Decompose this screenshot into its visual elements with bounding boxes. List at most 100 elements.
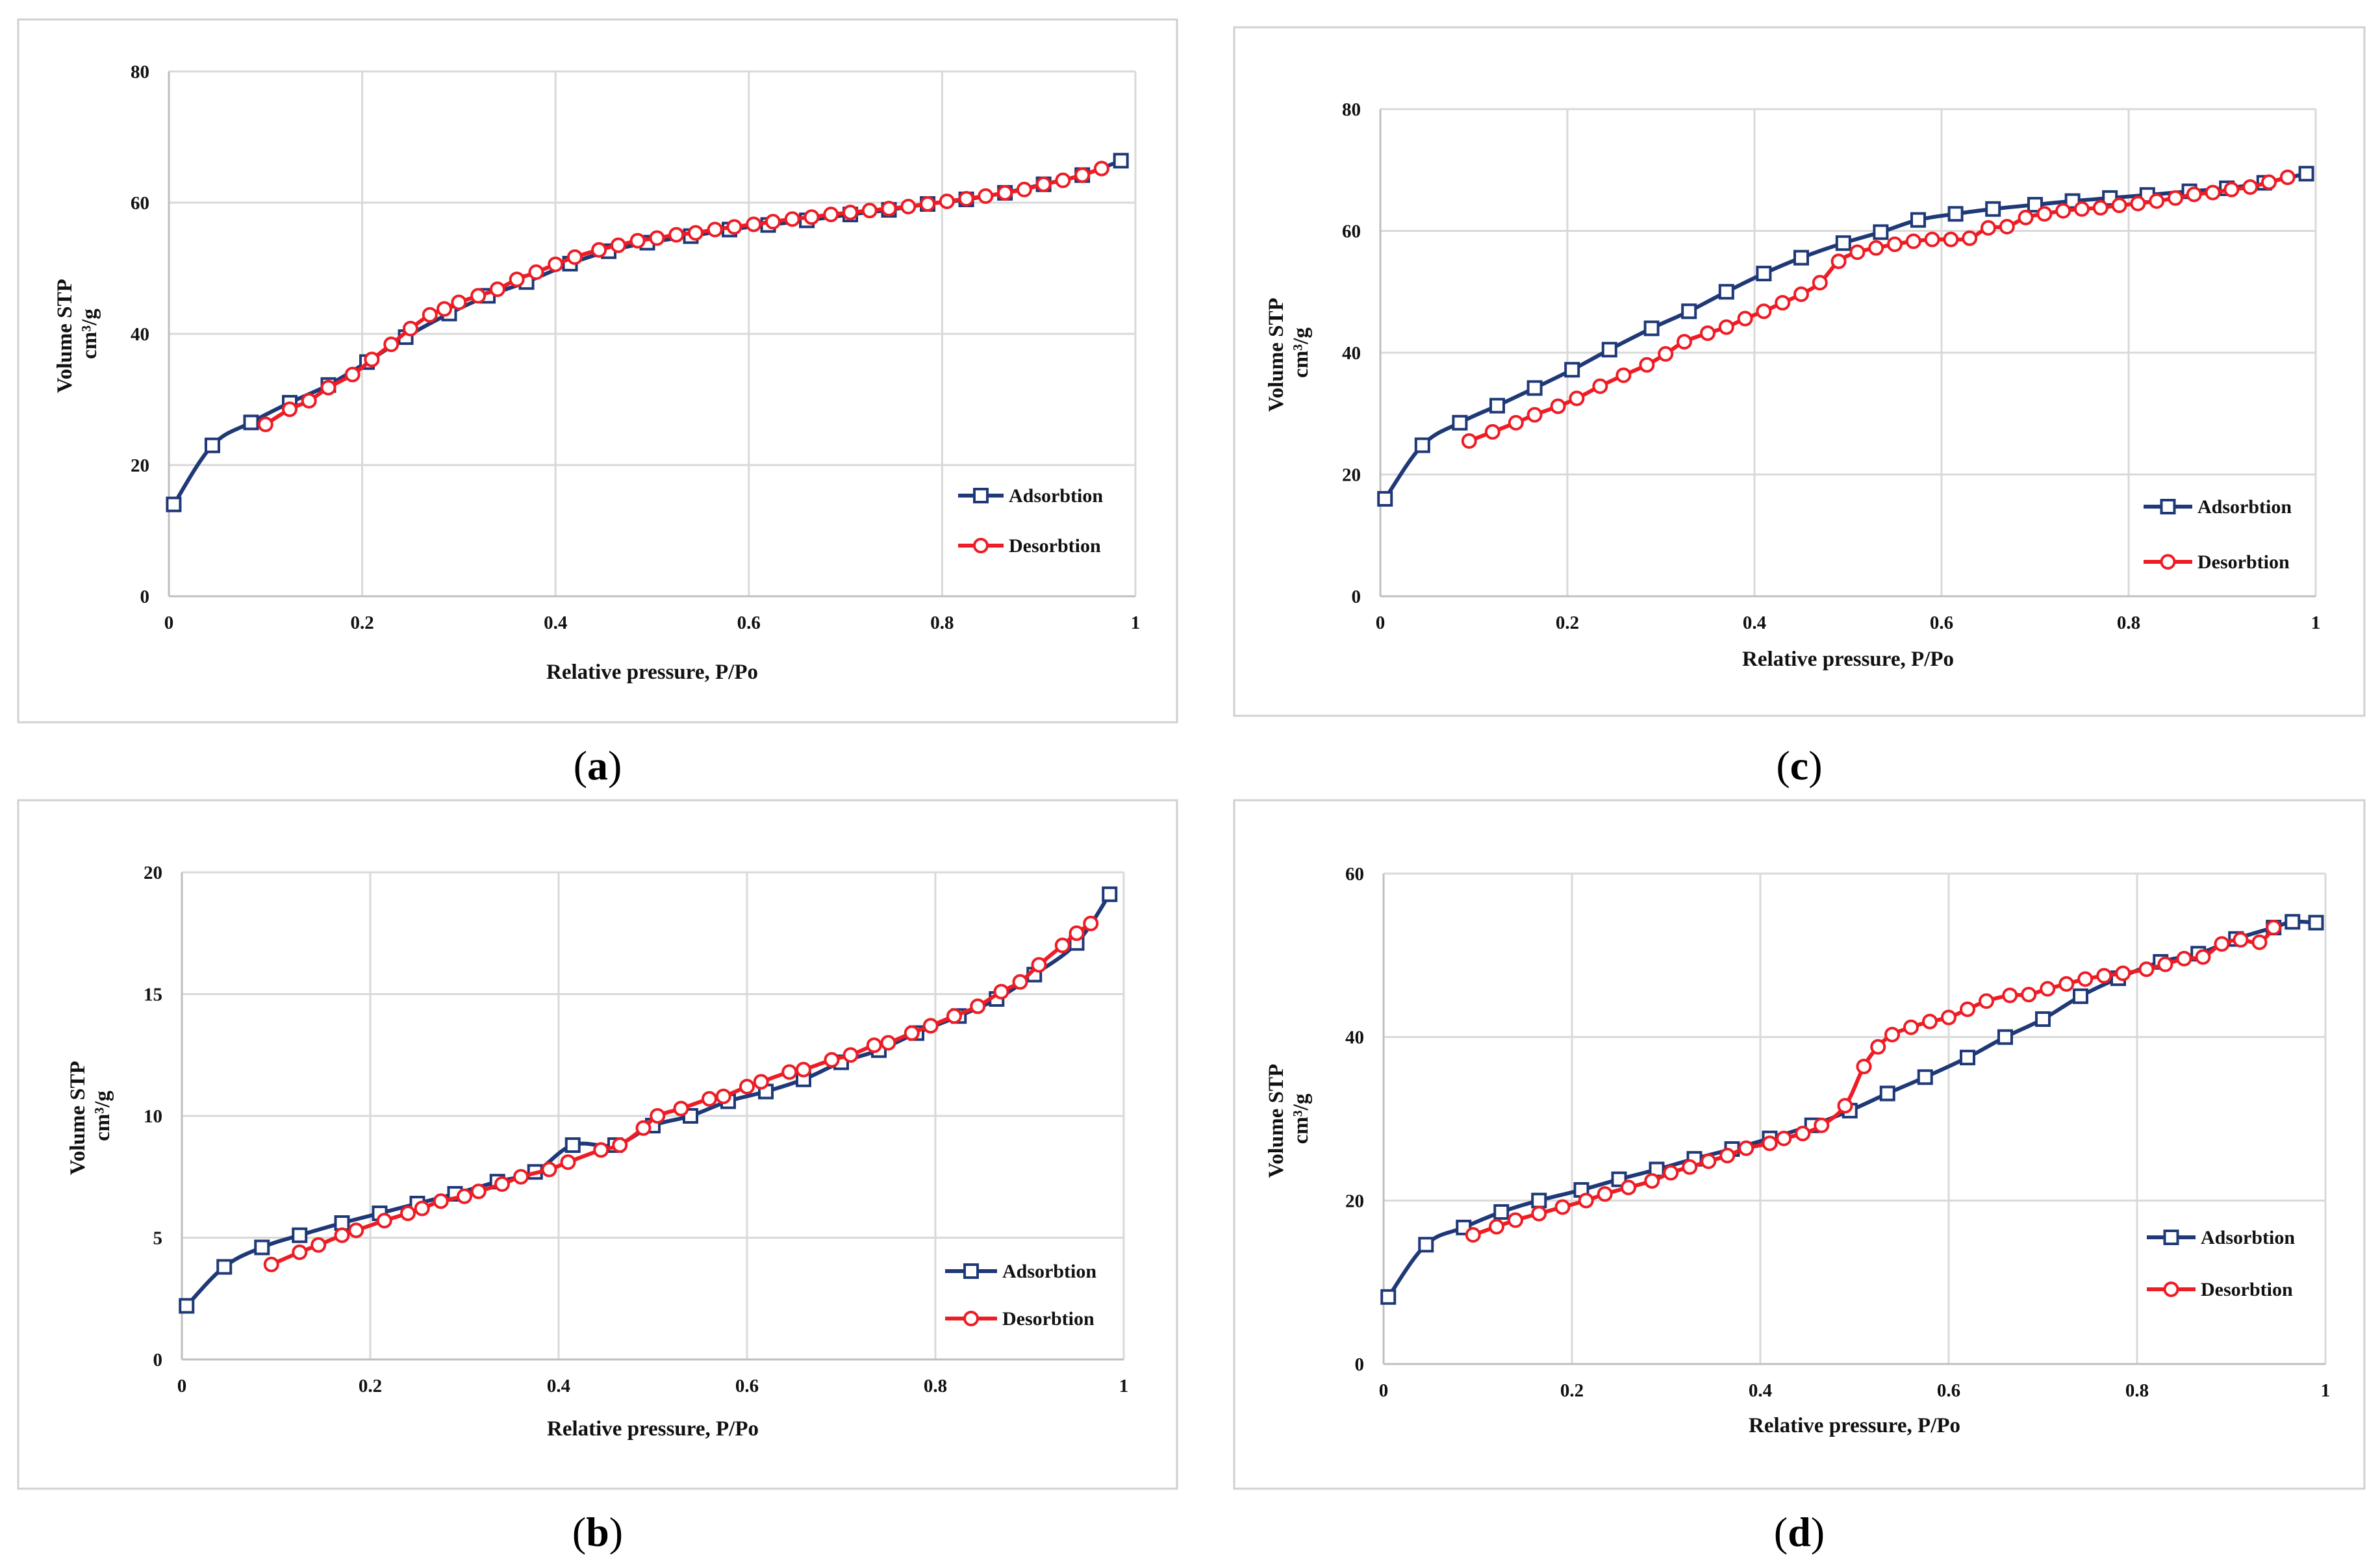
desorption-point — [1762, 1135, 1778, 1152]
desorption-point — [282, 401, 298, 418]
y-axis-label-line2: cm³/g — [78, 309, 101, 359]
desorption-point — [1035, 176, 1052, 192]
desorption-point — [1554, 1199, 1571, 1215]
legend-label: Adsorbtion — [1009, 485, 1103, 507]
desorption-point — [1083, 915, 1099, 931]
panel-label-open: ( — [1774, 1509, 1788, 1555]
desorption-point — [560, 1154, 576, 1170]
desorption-point — [1719, 1148, 1736, 1164]
desorption-point — [687, 225, 703, 241]
legend: Adsorbtion Desorbtion — [2147, 1227, 2295, 1300]
desorption-point — [1775, 295, 1791, 311]
desorption-point — [1016, 181, 1032, 197]
desorption-point — [451, 294, 467, 310]
x-axis-label: Relative pressure, P/Po — [547, 1417, 759, 1441]
desorption-point — [1837, 1098, 1853, 1114]
desorption-point — [1508, 414, 1524, 431]
y-tick-label: 60 — [1342, 221, 1361, 242]
y-tick-label: 60 — [131, 193, 149, 214]
legend-entry-adsorbtion: Adsorbtion — [2147, 1227, 2295, 1248]
x-tick-label: 0.2 — [1560, 1380, 1584, 1401]
legend-circle-marker — [963, 1311, 979, 1326]
x-tick-label: 0.4 — [544, 613, 567, 633]
desorption-point — [2266, 920, 2282, 936]
desorption-point — [702, 1091, 717, 1107]
desorption-point — [2251, 934, 2268, 950]
x-tick-label: 0.8 — [2125, 1380, 2149, 1401]
desorption-point — [784, 211, 800, 227]
desorption-point — [629, 233, 646, 249]
x-tick-label: 0 — [177, 1376, 187, 1396]
desorption-point — [939, 193, 955, 209]
x-tick-label: 1 — [1131, 613, 1141, 633]
desorption-point — [376, 1213, 392, 1229]
legend: Adsorbtion Desorbtion — [2144, 496, 2292, 573]
adsorption-point — [2298, 166, 2314, 182]
desorption-point — [1569, 390, 1585, 407]
x-axis-label: Relative pressure, P/Po — [1742, 648, 1954, 671]
legend-entry-adsorbtion: Adsorbtion — [945, 1261, 1096, 1282]
y-tick-label: 60 — [1345, 864, 1364, 885]
plot-area: 0 0.2 0.4 0.6 0.8 1 0 20 40 60 80 — [131, 62, 1140, 633]
panel-label-c: (c) — [1776, 742, 1822, 789]
plot-area: 0 0.2 0.4 0.6 0.8 1 0 20 40 60 — [1345, 864, 2330, 1401]
desorption-point — [489, 281, 505, 297]
desorption-point — [1597, 1186, 1613, 1202]
desorption-point — [2036, 206, 2053, 222]
desorption-point — [541, 1161, 557, 1178]
x-tick-label: 0.2 — [1556, 613, 1579, 633]
legend-label: Desorbtion — [2201, 1279, 2293, 1300]
chart-frame — [17, 18, 1178, 724]
desorption-point — [861, 203, 878, 219]
desorption-point — [1658, 346, 1674, 362]
legend-label: Adsorbtion — [2201, 1227, 2295, 1248]
desorption-point — [1526, 407, 1543, 423]
panel-label-close: ) — [609, 1509, 623, 1555]
desorption-point — [2058, 976, 2075, 992]
desorption-point — [993, 983, 1009, 1000]
desorption-point — [707, 221, 723, 238]
desorption-point — [2279, 170, 2296, 185]
desorption-point — [904, 1025, 920, 1041]
desorption-point — [310, 1237, 327, 1253]
x-tick-label: 0.6 — [735, 1376, 759, 1396]
desorption-point — [1738, 1140, 1754, 1156]
desorption-point — [1012, 974, 1028, 990]
desorption-point — [494, 1176, 510, 1192]
desorption-point — [1962, 230, 1978, 246]
adsorption-point — [2308, 915, 2324, 931]
desorption-point — [2233, 931, 2249, 948]
desorption-point — [715, 1089, 731, 1104]
adsorption-point — [1493, 1204, 1510, 1220]
desorption-point — [1905, 233, 1921, 249]
adsorption-point — [1835, 235, 1851, 251]
y-axis-label: Volume STP cm³/g — [53, 275, 101, 393]
y-tick-label: 40 — [131, 324, 149, 345]
adsorption-point — [1418, 1237, 1434, 1253]
y-tick-label: 15 — [144, 985, 162, 1005]
adsorption-point — [1643, 320, 1660, 336]
desorption-point — [1644, 1173, 1660, 1189]
x-tick-label: 0.4 — [547, 1376, 570, 1396]
adsorption-point — [1997, 1029, 2013, 1045]
x-tick-label: 0.6 — [1930, 613, 1953, 633]
legend-circle-marker — [973, 538, 989, 553]
legend-square-marker — [2163, 1230, 2179, 1245]
desorption-point — [2096, 968, 2112, 984]
adsorption-point — [1910, 212, 1926, 228]
desorption-point — [1484, 423, 1500, 440]
desorption-point — [1578, 1193, 1594, 1209]
adsorption-point — [1380, 1289, 1397, 1305]
desorption-point — [513, 1168, 529, 1185]
legend-label: Desorbtion — [2197, 551, 2290, 573]
y-tick-label: 80 — [1342, 99, 1361, 120]
desorption-point — [1461, 433, 1477, 449]
y-axis-label-line2: cm³/g — [1289, 1093, 1313, 1144]
adsorption-point — [1947, 206, 1964, 222]
panel-label-letter: d — [1788, 1509, 1811, 1555]
adsorption-point — [1793, 249, 1809, 266]
adsorption-point — [1377, 491, 1393, 507]
x-tick-label: 0.4 — [1743, 613, 1766, 633]
